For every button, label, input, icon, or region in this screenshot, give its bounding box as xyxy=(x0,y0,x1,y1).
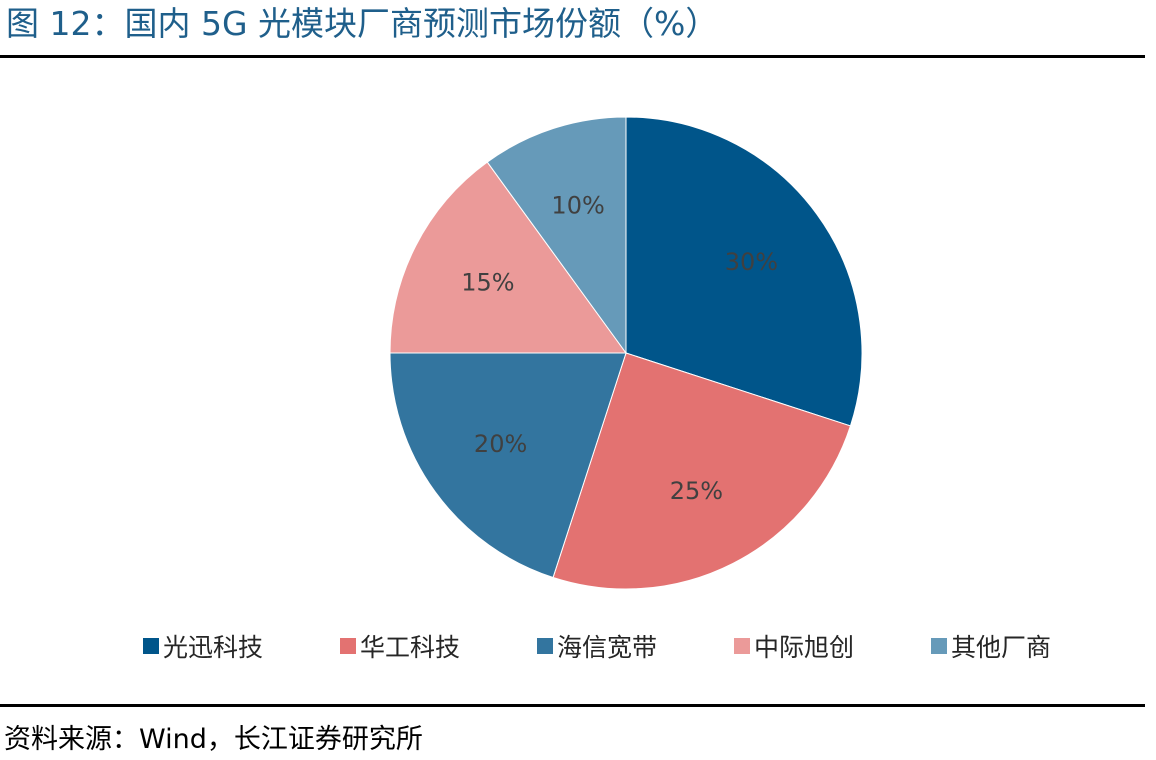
legend-label: 海信宽带 xyxy=(557,633,658,662)
slice-label-1: 30% xyxy=(725,248,778,276)
top-divider xyxy=(0,55,1145,58)
pie-slice-2 xyxy=(552,352,852,590)
pie-slices xyxy=(389,116,863,590)
legend-label: 其他厂商 xyxy=(951,633,1052,662)
legend-label: 华工科技 xyxy=(360,633,461,662)
legend-label: 光迅科技 xyxy=(163,633,264,662)
slice-label-5: 10% xyxy=(551,192,604,220)
pie-slice-4 xyxy=(389,161,627,354)
legend-item-5: 其他厂商 xyxy=(931,628,1128,664)
legend-swatch xyxy=(537,638,553,654)
legend-swatch xyxy=(143,638,159,654)
legend-label: 中际旭创 xyxy=(754,633,855,662)
pie-slice-5 xyxy=(486,116,627,355)
slice-label-2: 25% xyxy=(670,477,723,505)
legend-swatch xyxy=(931,638,947,654)
legend-swatch xyxy=(734,638,750,654)
slice-label-4: 15% xyxy=(461,269,514,297)
figure-title: 图 12：国内 5G 光模块厂商预测市场份额（%） xyxy=(6,4,719,43)
legend-item-2: 华工科技 xyxy=(340,628,537,664)
bottom-divider xyxy=(0,704,1145,707)
pie-labels: 30% 25% 20% 15% 10% xyxy=(461,192,778,506)
legend-item-4: 中际旭创 xyxy=(734,628,931,664)
pie-slice-1 xyxy=(625,116,863,427)
chart-legend: 光迅科技 华工科技 海信宽带 中际旭创 其他厂商 xyxy=(143,626,1128,666)
slice-label-3: 20% xyxy=(474,430,527,458)
legend-item-1: 光迅科技 xyxy=(143,628,340,664)
legend-swatch xyxy=(340,638,356,654)
pie-chart: 30% 25% 20% 15% 10% xyxy=(389,116,863,590)
source-note: 资料来源：Wind，长江证券研究所 xyxy=(4,724,423,755)
legend-item-3: 海信宽带 xyxy=(537,628,734,664)
pie-slice-3 xyxy=(389,352,627,579)
